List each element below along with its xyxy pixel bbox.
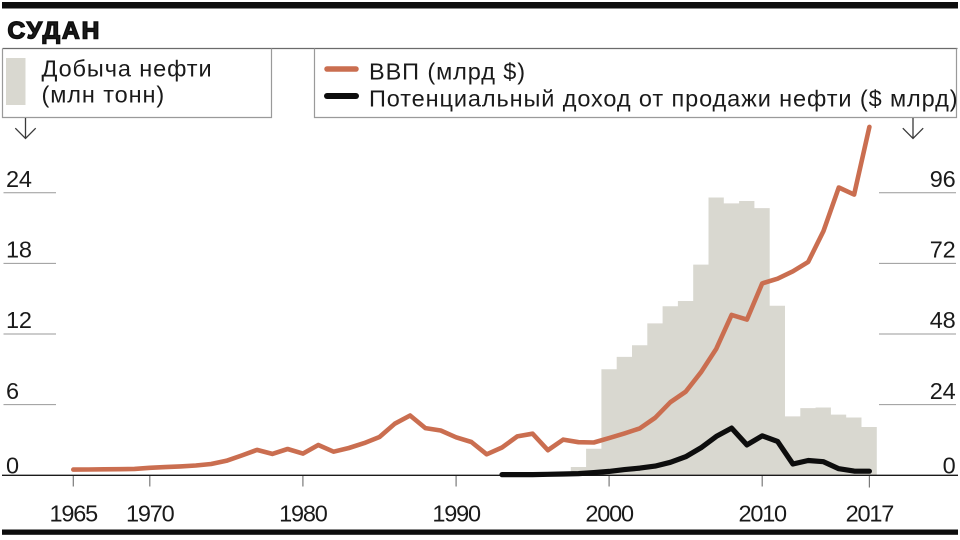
svg-text:2017: 2017 [846,501,894,527]
svg-text:2000: 2000 [585,501,634,527]
svg-text:48: 48 [930,307,956,333]
svg-text:24: 24 [6,166,32,192]
svg-text:72: 72 [930,237,956,263]
svg-text:6: 6 [6,378,19,404]
svg-text:СУДАН: СУДАН [8,18,102,45]
svg-text:1970: 1970 [126,501,175,527]
svg-text:1980: 1980 [279,501,328,527]
svg-text:0: 0 [6,453,19,479]
svg-text:1965: 1965 [50,501,99,527]
svg-text:24: 24 [930,378,956,404]
svg-text:12: 12 [6,307,32,333]
svg-text:1990: 1990 [432,501,481,527]
svg-text:Добыча нефти: Добыча нефти [42,56,213,82]
svg-text:96: 96 [930,166,956,192]
svg-text:ВВП (млрд $): ВВП (млрд $) [369,58,526,84]
svg-text:2010: 2010 [738,501,787,527]
svg-text:18: 18 [6,237,32,263]
svg-text:(млн тонн): (млн тонн) [42,82,166,108]
svg-text:Потенциальный доход от продажи: Потенциальный доход от продажи нефти ($ … [369,85,958,111]
svg-text:0: 0 [943,453,956,479]
